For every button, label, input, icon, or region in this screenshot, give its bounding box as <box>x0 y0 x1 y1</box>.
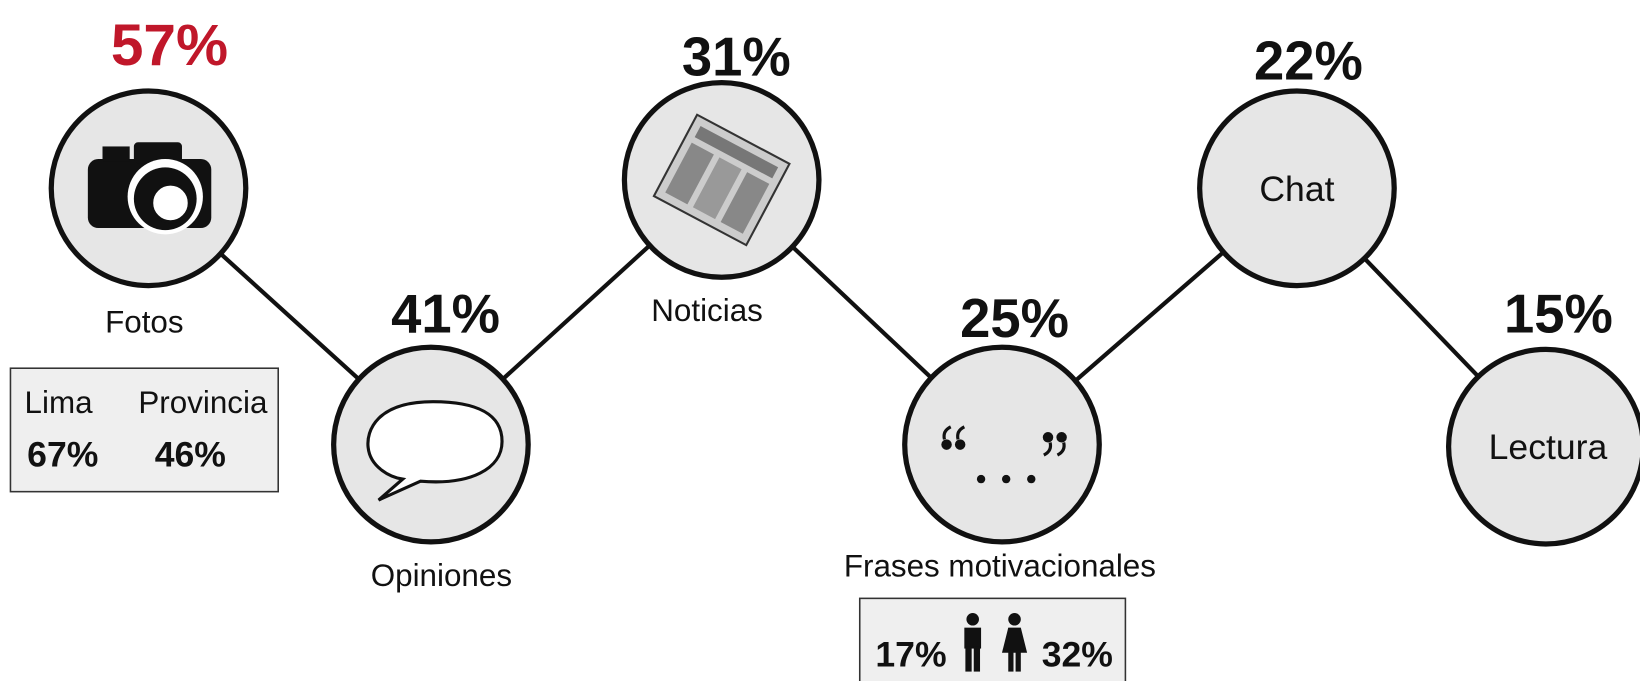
gender-box <box>858 597 1127 681</box>
node-circle <box>1197 88 1397 289</box>
newspaper-icon <box>652 113 791 247</box>
node-label: Opiniones <box>371 558 512 593</box>
node-percent: 22% <box>1254 30 1363 91</box>
gender-percent: 17% <box>875 634 946 674</box>
region-percent: 46% <box>155 435 226 475</box>
region-label: Provincia <box>138 385 268 420</box>
node-label: Chat <box>1259 169 1334 209</box>
speech-icon <box>366 400 504 502</box>
male-icon <box>964 613 982 672</box>
node-circle <box>902 344 1102 545</box>
region-box <box>9 367 279 493</box>
region-percent: 67% <box>27 435 98 475</box>
gender-percent: 32% <box>1042 634 1113 674</box>
node-percent: 57% <box>111 13 228 78</box>
node-percent: 25% <box>960 288 1069 349</box>
node-label: Lectura <box>1489 427 1608 467</box>
node-percent: 41% <box>391 284 500 345</box>
node-label: Noticias <box>651 293 763 328</box>
region-label: Lima <box>25 385 94 420</box>
female-icon <box>1001 613 1028 672</box>
node-label: Fotos <box>105 305 183 340</box>
node-label: Frases motivacionales <box>844 548 1156 583</box>
camera-icon <box>87 142 212 235</box>
quote-icon <box>941 425 1067 484</box>
node-percent: 31% <box>682 26 791 87</box>
node-percent: 15% <box>1504 284 1613 345</box>
node-circle <box>1446 346 1640 547</box>
